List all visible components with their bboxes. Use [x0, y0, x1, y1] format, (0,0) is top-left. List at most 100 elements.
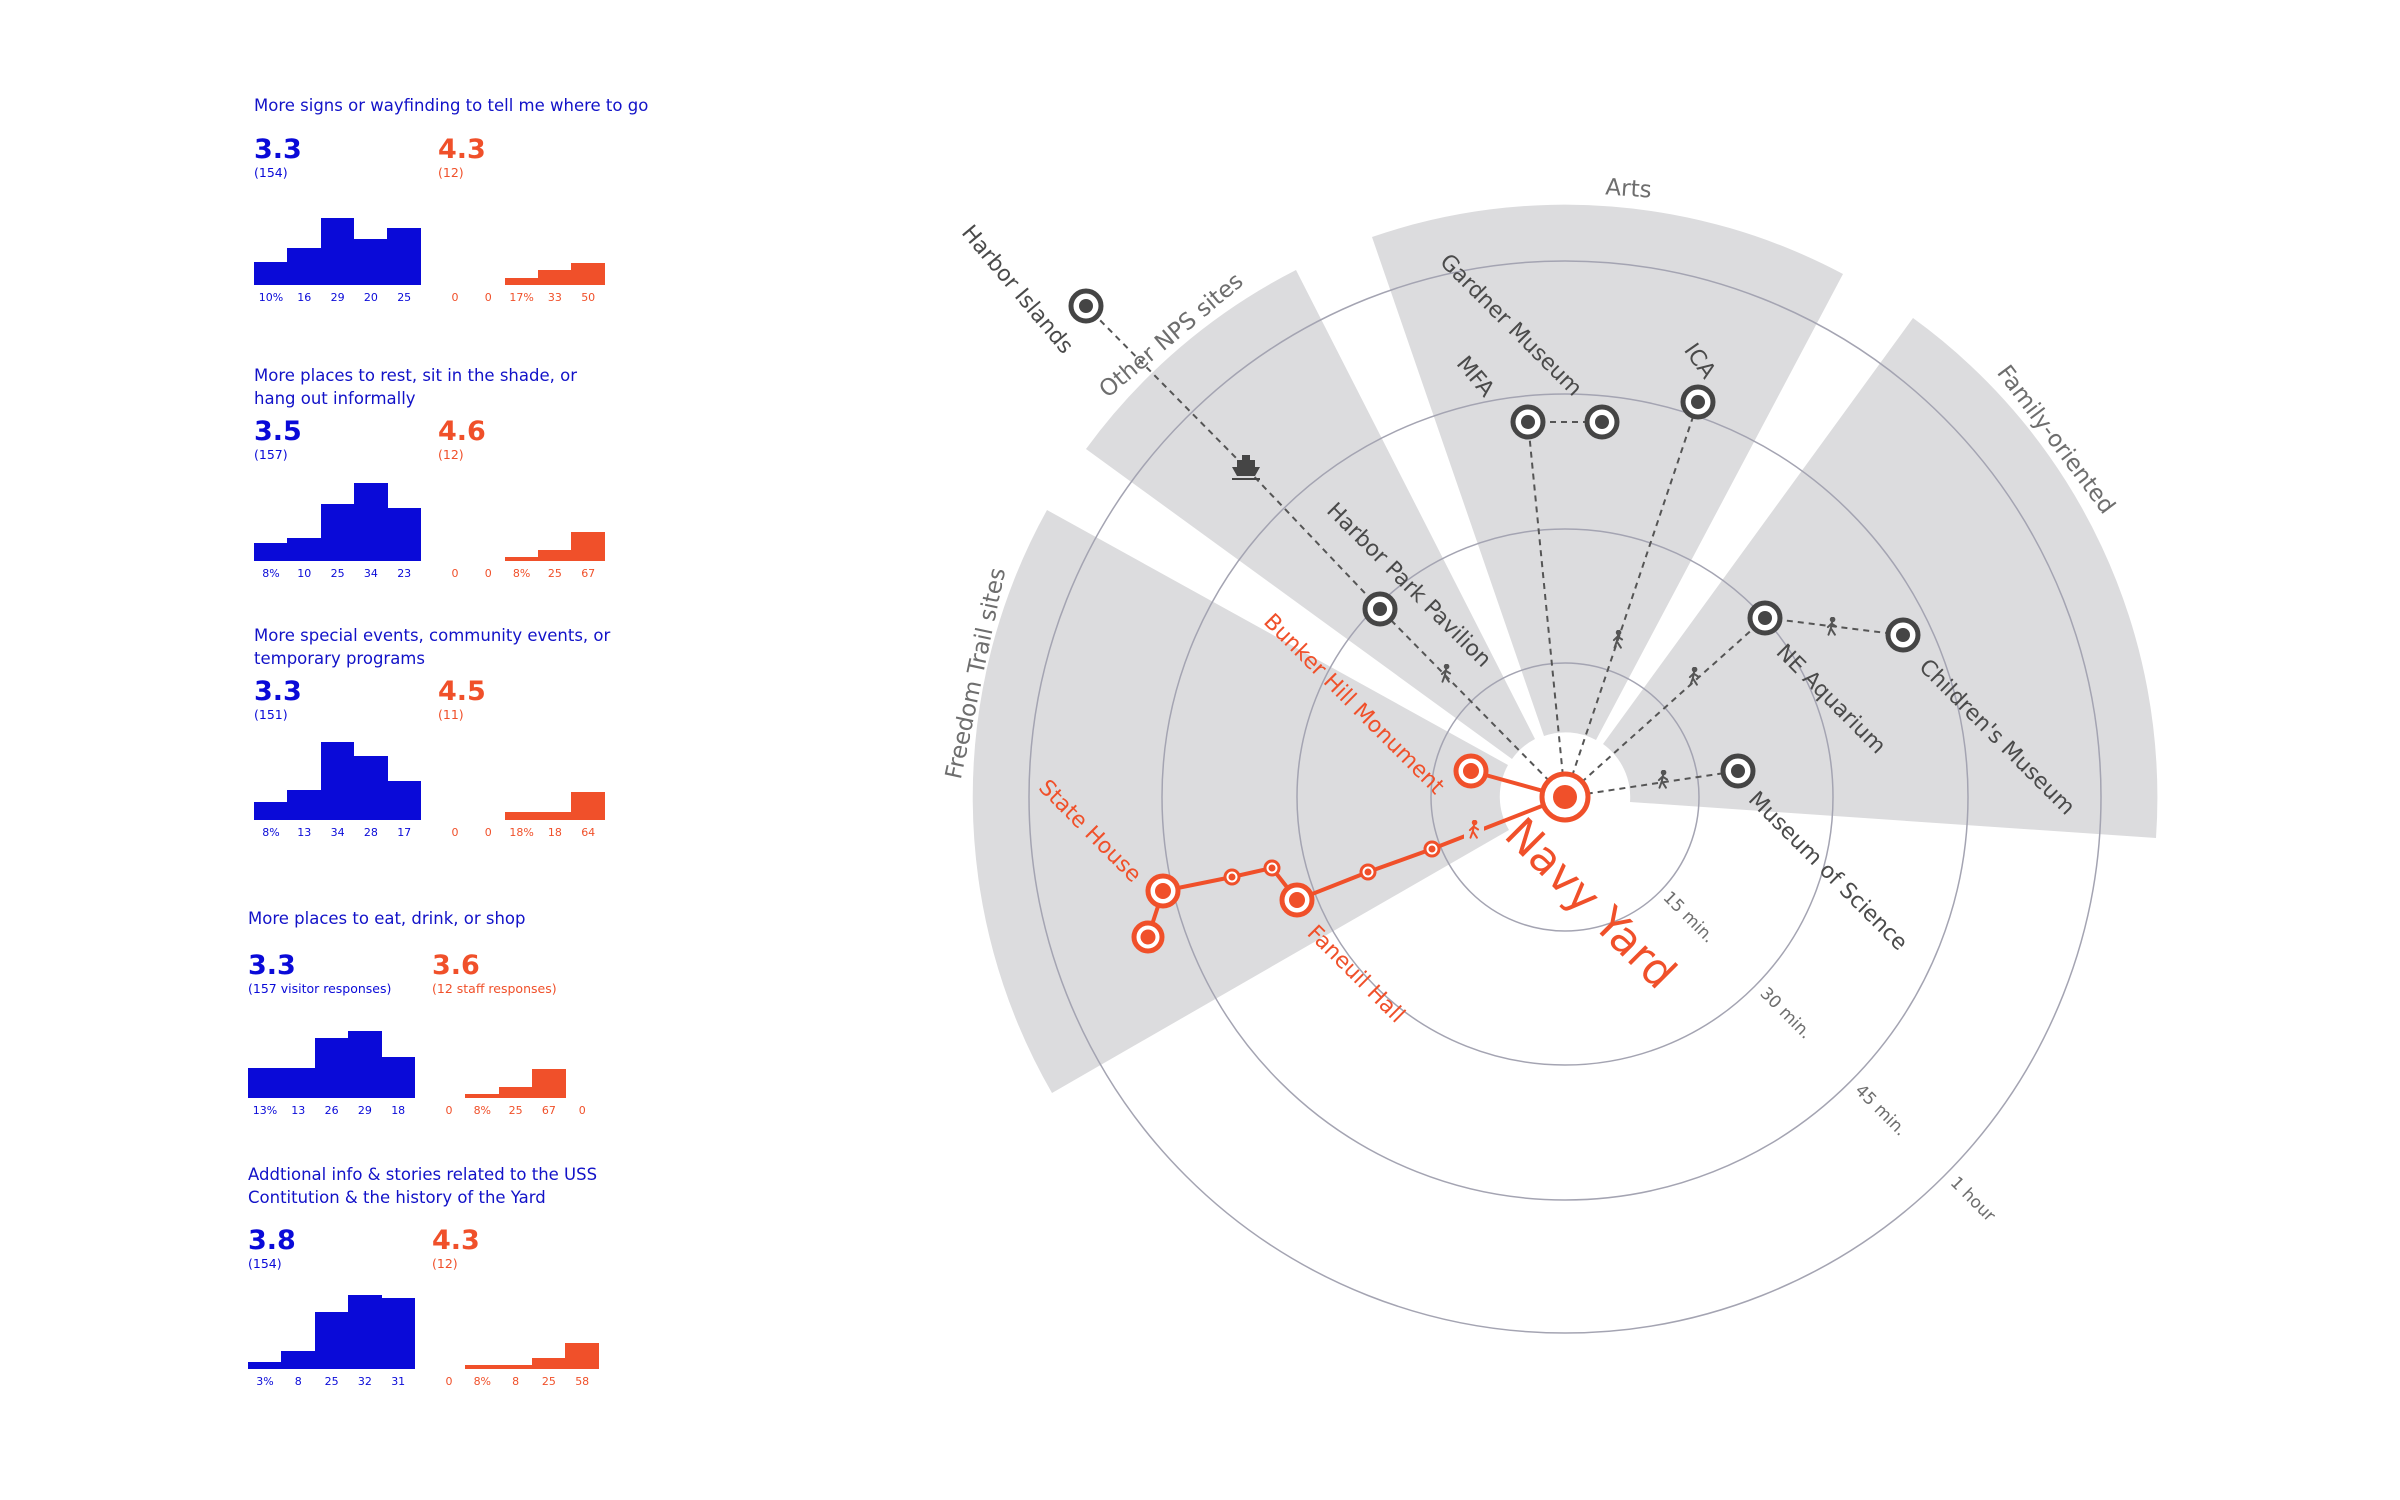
visitor-histogram-bar: [248, 1362, 282, 1369]
staff-histogram-bar: [537, 270, 572, 285]
staff-score: 4.3: [432, 1225, 480, 1256]
visitor-histogram-label: 10: [297, 567, 312, 580]
site-marker-science[interactable]: [1720, 753, 1756, 789]
staff-histogram-label: 18: [547, 826, 562, 839]
staff-histogram-bar: [537, 812, 572, 820]
visitor-histogram-label: 8%: [262, 826, 280, 839]
visitor-score: 3.8: [248, 1225, 296, 1256]
route-childrens: [1764, 617, 1904, 636]
staff-histogram-label: 0: [451, 291, 459, 304]
visitor-histogram-label: 8%: [262, 567, 280, 580]
visitor-count: (154): [254, 165, 288, 180]
staff-histogram-label: 25: [541, 1375, 556, 1388]
visitor-histogram-label: 13%: [252, 1104, 278, 1117]
visitor-histogram-label: 28: [363, 826, 378, 839]
survey-panel-eat-shop: More places to eat, drink, or shop 3.3 (…: [248, 907, 708, 1137]
staff-histogram-bar: [465, 1365, 500, 1369]
staff-count: (12 staff responses): [432, 981, 557, 996]
site-marker-ica[interactable]: [1680, 384, 1716, 420]
visitor-histogram-label: 32: [357, 1375, 372, 1388]
route-science: [1564, 770, 1739, 798]
visitor-histogram-bar: [281, 1350, 316, 1369]
site-marker-gardner[interactable]: [1584, 404, 1620, 440]
site-marker-harbor-islands[interactable]: [1068, 288, 1104, 324]
sector-family: [1603, 318, 2158, 838]
staff-histogram-bar: [537, 550, 572, 561]
panel-title: More special events, community events, o…: [254, 626, 611, 668]
survey-panel-wayfinding: More signs or wayfinding to tell me wher…: [254, 94, 714, 324]
staff-histogram-bar: [531, 1068, 566, 1098]
visitor-histogram-label: 8: [294, 1375, 302, 1388]
visitor-score: 3.5: [254, 416, 302, 447]
staff-score: 4.5: [438, 676, 486, 707]
visitor-histogram-bar: [287, 248, 322, 285]
panel-title: More places to rest, sit in the shade, o…: [254, 366, 577, 408]
trail-stop-small: [1359, 863, 1377, 881]
visitor-histogram-label: 13: [297, 826, 312, 839]
staff-histogram-label: 64: [581, 826, 596, 839]
site-marker-ne-aquarium[interactable]: [1747, 600, 1783, 636]
visitor-histogram-label: 18: [391, 1104, 406, 1117]
visitor-histogram-label: 25: [397, 291, 412, 304]
visitor-histogram-bar: [347, 1295, 382, 1369]
staff-histogram-label: 67: [541, 1104, 556, 1117]
trail-stop-small: [1223, 868, 1241, 886]
site-marker-faneuil[interactable]: [1279, 882, 1315, 918]
visitor-histogram-bar: [387, 508, 421, 561]
visitor-histogram-bar: [248, 1068, 282, 1098]
staff-histogram-label: 8%: [473, 1104, 492, 1117]
visitor-histogram-bar: [254, 542, 288, 561]
site-marker-childrens[interactable]: [1885, 617, 1921, 653]
visitor-histogram-label: 25: [324, 1375, 339, 1388]
staff-histogram-label: 0: [484, 567, 492, 580]
staff-count: (12): [438, 447, 464, 462]
sector-arts: [1372, 204, 1843, 741]
visitor-histogram-bar: [353, 755, 388, 820]
route-ica: [1564, 401, 1699, 798]
staff-histogram-label: 17%: [509, 291, 534, 304]
staff-count: (12): [438, 165, 464, 180]
visitor-histogram-bar: [381, 1297, 415, 1369]
visitor-histogram-label: 17: [397, 826, 412, 839]
origin-marker-navy-yard[interactable]: [1539, 771, 1591, 823]
visitor-histogram-label: 31: [391, 1375, 406, 1388]
visitor-histogram-bar: [281, 1068, 316, 1098]
ring-45-min: [1161, 393, 1969, 1201]
site-marker-state-house[interactable]: [1145, 873, 1181, 909]
staff-histogram-label: 8%: [473, 1375, 492, 1388]
staff-histogram-label: 67: [581, 567, 596, 580]
staff-histogram-bar: [571, 791, 605, 820]
staff-histogram-bar: [498, 1365, 533, 1369]
site-label-harbor-islands: Harbor Islands: [956, 221, 1078, 359]
site-marker-mfa[interactable]: [1510, 404, 1546, 440]
staff-histogram-bar: [571, 531, 605, 561]
staff-histogram-label: 25: [547, 567, 562, 580]
staff-count: (12): [432, 1256, 458, 1271]
staff-histogram-label: 0: [445, 1375, 453, 1388]
staff-histogram-bar: [565, 1343, 599, 1369]
staff-histogram-bar: [531, 1358, 566, 1369]
site-marker-trail-stop[interactable]: [1131, 920, 1165, 954]
ring-1-hour: [1028, 260, 2102, 1334]
staff-histogram-label: 25: [508, 1104, 523, 1117]
staff-histogram-label: 0: [484, 826, 492, 839]
visitor-score: 3.3: [254, 134, 302, 165]
staff-histogram-bar: [465, 1094, 500, 1098]
visitor-histogram-label: 29: [330, 291, 345, 304]
visitor-histogram-label: 23: [397, 567, 412, 580]
site-marker-bunker-hill[interactable]: [1453, 753, 1489, 789]
visitor-histogram-bar: [320, 218, 355, 285]
staff-score: 4.3: [438, 134, 486, 165]
visitor-histogram-label: 10%: [258, 291, 284, 304]
survey-panel-events: More special events, community events, o…: [254, 624, 714, 854]
route-ne-aquarium: [1564, 617, 1766, 798]
panel-title: Addtional info & stories related to the …: [248, 1165, 598, 1207]
ring-label-1-hour: 1 hour: [1946, 1173, 1999, 1226]
staff-histogram-label: 50: [581, 291, 596, 304]
category-label-arts: Arts: [1605, 174, 1653, 203]
staff-histogram-bar: [498, 1087, 533, 1098]
ring-30-min: [1296, 528, 1834, 1066]
staff-histogram-bar: [504, 812, 539, 820]
site-marker-harbor-park[interactable]: [1362, 591, 1398, 627]
